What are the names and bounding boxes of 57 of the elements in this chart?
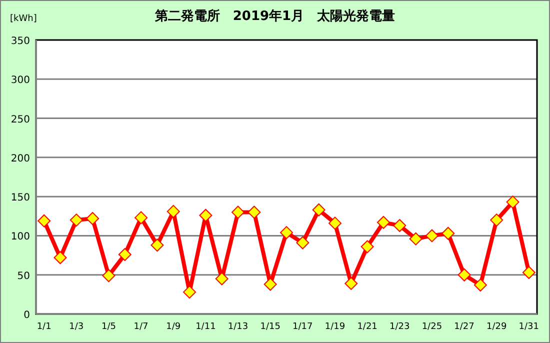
point [199,208,212,222]
point [134,211,148,224]
x-tick-label: 1/13 [228,322,248,332]
x-tick-label: 1/31 [518,322,540,332]
point [215,272,228,286]
x-tick-label: 1/3 [69,322,84,332]
y-tick-label: 250 [10,114,30,126]
point [409,232,422,246]
y-tick-label: 200 [10,153,30,164]
y-tick-label: 150 [10,192,30,204]
point [150,238,164,252]
x-tick-label: 1/17 [292,322,313,332]
point [490,214,504,227]
x-tick-label: 1/7 [134,322,148,332]
y-tick-label: 300 [10,75,30,86]
y-axis-title: [kWh] [10,14,37,24]
x-tick-label: 1/23 [390,322,410,332]
chart-title: 第二発電所 2019年1月 太陽光発電量 [154,8,396,24]
y-tick-label: 50 [17,270,30,282]
x-tick-label: 1/15 [260,322,280,332]
point [296,236,310,250]
y-tick-label: 0 [24,310,30,321]
point [344,276,358,290]
point [328,216,342,230]
point [425,229,438,242]
x-tick-label: 1/11 [196,322,216,332]
point [102,269,116,282]
point [38,214,51,228]
point [248,206,261,219]
x-tick-label: 1/27 [454,322,474,332]
point [166,204,180,218]
x-tick-label: 1/9 [166,322,181,332]
point [312,203,326,216]
point [86,212,100,225]
point [264,278,277,291]
point [506,196,520,209]
point [458,268,471,282]
point [232,206,245,219]
x-tick-label: 1/5 [101,322,116,332]
point [183,286,196,299]
point [280,226,293,240]
point [393,219,406,232]
point [54,251,67,264]
y-tick-label: 350 [10,36,30,47]
point [442,226,455,240]
point [118,248,132,262]
y-tick-label: 100 [10,232,30,243]
point [376,216,390,229]
point [474,278,487,292]
x-tick-label: 1/29 [486,322,507,332]
point [70,214,83,227]
x-tick-label: 1/25 [422,322,442,332]
point [522,266,536,280]
x-tick-label: 1/1 [36,322,52,332]
point [360,240,374,254]
x-tick-label: 1/21 [357,322,378,332]
x-tick-label: 1/19 [324,322,346,332]
